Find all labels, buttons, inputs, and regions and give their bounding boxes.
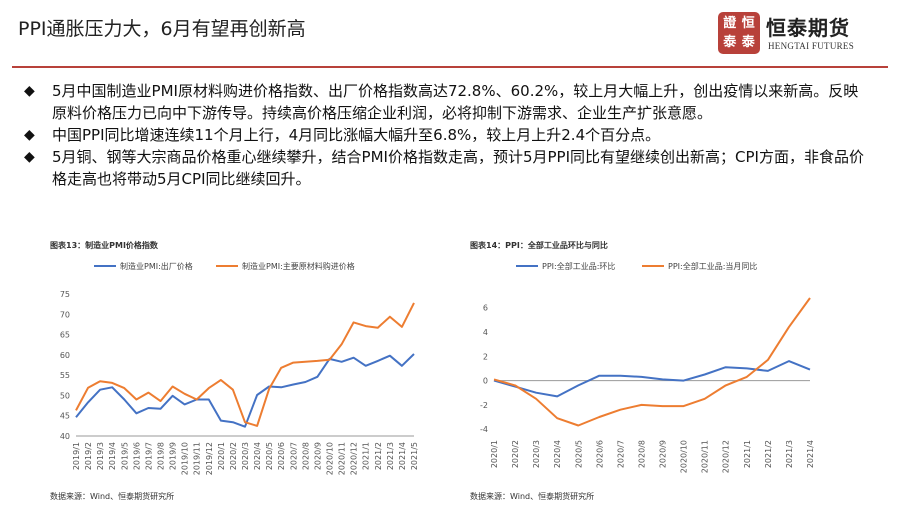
x-tick-label: 2020/1	[217, 442, 226, 470]
y-tick-label: 75	[60, 290, 70, 299]
y-tick-label: 4	[483, 328, 488, 337]
x-tick-label: 2019/9	[169, 442, 178, 470]
legend-label: 制造业PMI:主要原材料购进价格	[242, 261, 355, 271]
x-tick-label: 2020/2	[511, 440, 520, 468]
y-tick-label: 60	[60, 351, 70, 360]
x-tick-label: 2019/1	[72, 442, 81, 470]
x-tick-label: 2020/3	[532, 440, 541, 468]
bullet-item: 5月中国制造业PMI原材料购进价格指数、出厂价格指数高达72.8%、60.2%，…	[24, 80, 872, 124]
y-tick-label: -4	[480, 425, 488, 434]
x-tick-label: 2019/3	[96, 442, 105, 470]
legend-label: 制造业PMI:出厂价格	[120, 261, 193, 271]
x-tick-label: 2020/7	[616, 440, 625, 468]
x-tick-label: 2021/4	[806, 440, 815, 468]
bullet-list: 5月中国制造业PMI原材料购进价格指数、出厂价格指数高达72.8%、60.2%，…	[24, 80, 872, 190]
series-line-1	[493, 360, 811, 398]
chart-source: 数据来源：Wind、恒泰期货研究所	[470, 492, 595, 501]
y-tick-label: 2	[483, 352, 488, 361]
legend-label: PPI:全部工业品:当月同比	[668, 261, 757, 271]
x-tick-label: 2020/4	[253, 442, 262, 470]
x-tick-label: 2020/6	[595, 440, 604, 468]
logo-seal-char: 證	[723, 16, 737, 31]
y-tick-label: 45	[60, 412, 70, 421]
x-tick-label: 2021/1	[362, 442, 371, 470]
ppi-chart: PPI:全部工业品:环比 PPI:全部工业品:当月同比 -4 -2 0 2 4 6 2020/1…	[480, 261, 815, 473]
x-tick-label: 2020/8	[637, 440, 646, 468]
chart-title: 图表14：PPI：全部工业品环比与同比	[470, 241, 608, 250]
x-tick-label: 2020/3	[241, 442, 250, 470]
bullet-item: 5月铜、钢等大宗商品价格重心继续攀升，结合PMI价格指数走高，预计5月PPI同比…	[24, 146, 872, 190]
x-tick-label: 2021/2	[764, 440, 773, 468]
y-tick-label: -2	[480, 401, 488, 410]
x-tick-label: 2021/4	[398, 442, 407, 470]
page-title: PPI通胀压力大，6月有望再创新高	[18, 18, 306, 40]
x-tick-label: 2020/6	[277, 442, 286, 470]
x-tick-label: 2020/10	[680, 440, 689, 473]
x-tick-label: 2019/5	[120, 442, 129, 470]
logo-seal-char: 泰	[723, 35, 737, 50]
y-tick-label: 50	[60, 391, 70, 400]
x-tick-label: 2021/5	[410, 442, 419, 470]
y-tick-label: 65	[60, 331, 70, 340]
series-line-1	[75, 353, 415, 428]
logo-seal-char: 泰	[741, 35, 755, 50]
logo-name-cn: 恒泰期货	[766, 16, 850, 40]
x-tick-label: 2021/1	[743, 440, 752, 468]
chart-panel-pmi: 图表13：制造业PMI价格指数 制造业PMI:出厂价格 制造业PMI:主要原材料购…	[50, 240, 422, 502]
y-tick-label: 0	[483, 377, 488, 386]
x-tick-label: 2020/10	[326, 442, 335, 475]
x-tick-label: 2020/8	[301, 442, 310, 470]
y-tick-label: 40	[60, 432, 70, 441]
x-tick-label: 2020/12	[722, 440, 731, 473]
x-tick-label: 2020/9	[313, 442, 322, 470]
title-divider	[12, 66, 888, 68]
x-tick-label: 2019/6	[132, 442, 141, 470]
y-tick-label: 55	[60, 371, 70, 380]
chart-panel-ppi: 图表14：PPI：全部工业品环比与同比 PPI:全部工业品:环比 PPI:全部工业…	[470, 240, 822, 502]
chart-title: 图表13：制造业PMI价格指数	[50, 241, 158, 250]
x-tick-label: 2019/11	[193, 442, 202, 475]
x-tick-label: 2020/2	[229, 442, 238, 470]
x-tick-label: 2020/9	[659, 440, 668, 468]
x-tick-label: 2019/10	[181, 442, 190, 475]
series-line-2	[75, 302, 415, 427]
x-tick-label: 2019/12	[205, 442, 214, 475]
bullet-item: 中国PPI同比增速连续11个月上行，4月同比涨幅大幅升至6.8%，较上月上升2.…	[24, 124, 872, 146]
company-logo: 證 恒 泰 泰 恒泰期货 HENGTAI FUTURES	[718, 10, 894, 60]
series-line-2	[493, 297, 811, 427]
x-tick-label: 2020/11	[338, 442, 347, 475]
logo-seal: 證 恒 泰 泰	[718, 12, 760, 54]
x-tick-label: 2020/7	[289, 442, 298, 470]
logo-name-en: HENGTAI FUTURES	[768, 41, 855, 51]
x-tick-label: 2020/4	[553, 440, 562, 468]
chart-source: 数据来源：Wind、恒泰期货研究所	[50, 492, 175, 501]
legend-label: PPI:全部工业品:环比	[542, 261, 615, 271]
y-tick-label: 70	[60, 310, 70, 319]
x-tick-label: 2019/4	[108, 442, 117, 470]
x-tick-label: 2021/3	[785, 440, 794, 468]
x-tick-label: 2019/2	[84, 442, 93, 470]
pmi-price-chart: 制造业PMI:出厂价格 制造业PMI:主要原材料购进价格 40 45 50 55 60 65 7…	[60, 261, 419, 475]
x-tick-label: 2020/1	[490, 440, 499, 468]
x-tick-label: 2020/5	[574, 440, 583, 468]
x-tick-label: 2019/7	[144, 442, 153, 470]
x-tick-label: 2020/5	[265, 442, 274, 470]
x-tick-label: 2019/8	[157, 442, 166, 470]
x-tick-label: 2021/3	[386, 442, 395, 470]
x-tick-label: 2020/11	[701, 440, 710, 473]
x-tick-label: 2020/12	[350, 442, 359, 475]
y-tick-label: 6	[483, 304, 488, 313]
x-tick-label: 2021/2	[374, 442, 383, 470]
logo-seal-char: 恒	[741, 16, 755, 31]
